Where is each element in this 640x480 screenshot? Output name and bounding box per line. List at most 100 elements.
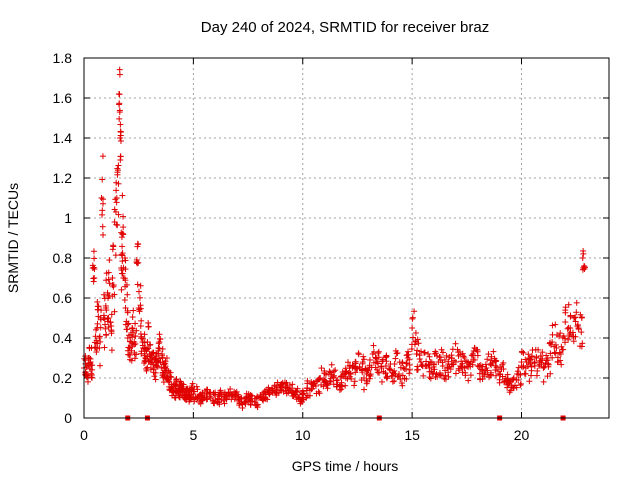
y-tick-label: 0	[64, 410, 72, 426]
y-tick-label: 0.2	[53, 370, 73, 386]
y-tick-label: 0.4	[53, 330, 73, 346]
data-point	[389, 378, 396, 385]
data-point	[465, 377, 472, 384]
data-point	[399, 372, 406, 379]
data-point	[252, 395, 259, 402]
data-point	[179, 387, 186, 393]
data-point	[96, 362, 103, 369]
data-point	[124, 291, 131, 298]
data-point	[420, 372, 427, 379]
data-point	[522, 370, 529, 377]
data-point	[97, 324, 104, 331]
data-point	[269, 387, 276, 393]
data-point	[509, 377, 516, 383]
data-point	[251, 399, 258, 405]
data-point	[488, 353, 495, 360]
data-point	[88, 370, 95, 377]
data-point	[321, 379, 328, 385]
data-point	[414, 347, 421, 354]
data-point	[125, 320, 132, 327]
data-point	[404, 355, 411, 361]
data-point	[439, 363, 446, 369]
data-point	[157, 336, 164, 343]
data-point	[282, 385, 289, 391]
data-point	[155, 350, 162, 357]
data-point	[98, 195, 105, 201]
data-point	[564, 325, 571, 332]
data-point	[552, 341, 559, 348]
data-point	[99, 153, 106, 160]
data-point	[112, 196, 119, 203]
data-point	[131, 349, 138, 356]
x-tick-label: 20	[514, 427, 530, 443]
y-tick-label: 0.6	[53, 290, 73, 306]
data-point	[342, 382, 349, 389]
data-point	[510, 384, 517, 391]
data-point	[322, 371, 329, 378]
data-point	[488, 369, 495, 376]
data-point	[113, 195, 120, 201]
data-point	[164, 375, 171, 381]
data-point	[124, 326, 131, 333]
data-point	[436, 369, 443, 376]
data-point	[264, 389, 271, 395]
data-point	[326, 377, 333, 384]
y-tick-label: 1.4	[53, 130, 73, 146]
data-point	[150, 349, 157, 356]
data-point	[108, 311, 115, 318]
data-point	[212, 397, 219, 403]
data-point	[119, 270, 126, 277]
data-point	[96, 344, 103, 351]
data-point	[151, 373, 158, 380]
data-point	[394, 349, 401, 356]
data-point	[313, 390, 320, 397]
data-point	[393, 350, 400, 357]
data-point	[490, 348, 497, 355]
data-point	[129, 325, 136, 331]
y-tick-label: 0.8	[53, 250, 73, 266]
data-point	[383, 358, 390, 365]
data-point	[89, 366, 96, 373]
data-point	[203, 396, 210, 403]
data-point	[485, 351, 492, 358]
data-point	[338, 386, 345, 393]
data-point	[163, 355, 170, 362]
data-point	[180, 381, 187, 388]
data-point	[525, 351, 532, 358]
data-point	[411, 308, 418, 315]
data-point	[367, 356, 374, 363]
data-point	[347, 371, 354, 377]
data-point	[473, 346, 480, 353]
data-point	[330, 375, 337, 381]
data-point	[351, 382, 358, 389]
data-point	[156, 331, 163, 338]
data-point	[581, 263, 588, 270]
data-point	[312, 383, 319, 389]
data-point	[88, 362, 95, 369]
data-point	[134, 260, 141, 267]
data-point	[539, 349, 546, 356]
data-point	[111, 219, 118, 225]
data-point	[320, 383, 327, 390]
data-point	[105, 276, 112, 283]
data-point	[444, 365, 451, 371]
data-point	[438, 346, 445, 353]
data-point	[131, 339, 138, 345]
data-point	[295, 395, 302, 401]
data-point	[119, 243, 126, 250]
data-point	[99, 223, 106, 230]
data-point	[355, 351, 362, 358]
grid-lines	[84, 58, 609, 418]
data-point	[229, 393, 236, 399]
data-point	[238, 399, 245, 405]
data-point	[103, 277, 110, 284]
data-point	[406, 362, 413, 369]
data-point	[441, 356, 448, 363]
data-point	[256, 395, 262, 401]
data-point	[498, 366, 505, 373]
data-point	[90, 278, 97, 285]
data-point	[522, 365, 529, 371]
data-point	[193, 383, 200, 390]
data-point	[562, 319, 569, 325]
data-point	[108, 330, 115, 337]
